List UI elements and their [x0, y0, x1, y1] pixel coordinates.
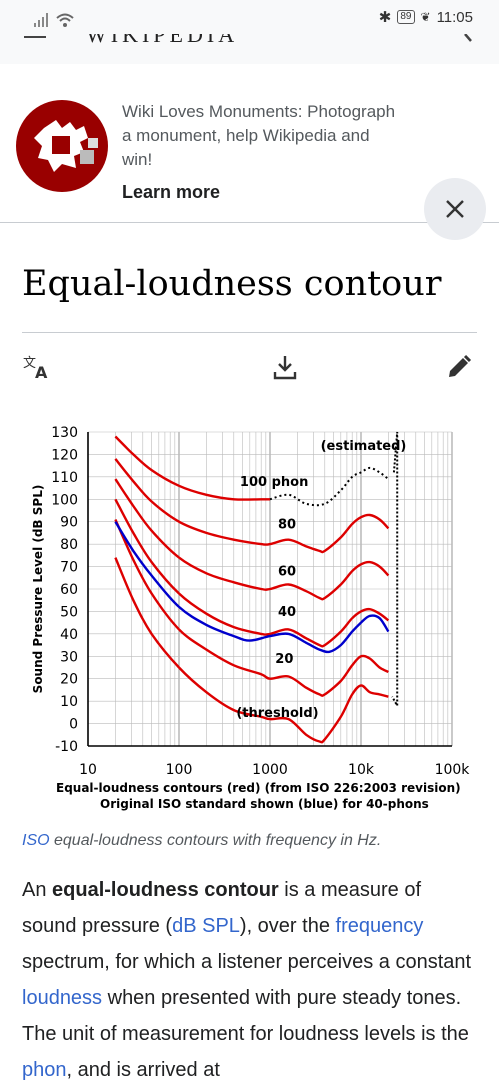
- close-icon: [446, 200, 464, 218]
- y-tick-label: 60: [60, 582, 78, 598]
- figure-caption: ISO equal-loudness contours with frequen…: [22, 832, 381, 850]
- para-text: when presented with pure steady tones. T…: [22, 987, 469, 1045]
- banner-message: Wiki Loves Monuments: Photograph a monum…: [122, 102, 396, 169]
- signal-wifi-indicators: [34, 9, 74, 27]
- wiki-loves-monuments-banner: Wiki Loves Monuments: Photograph a monum…: [0, 64, 499, 240]
- wifi-icon: [56, 13, 74, 27]
- para-text: , and is arrived at: [66, 1059, 220, 1081]
- x-tick-label: 1000: [252, 762, 288, 778]
- chart-figure[interactable]: 130 120 110 100 90 80 70 60 50 40 30 20 10 0 -10 10 100 1…: [22, 420, 478, 818]
- clock: 11:05: [436, 8, 473, 26]
- edit-icon: [449, 354, 472, 377]
- contour-label: 80: [278, 517, 296, 532]
- y-tick-label: 70: [60, 560, 78, 576]
- contour-line: [114, 458, 390, 554]
- download-icon: [273, 356, 297, 380]
- caption-text: equal-loudness contours with frequency i…: [49, 832, 382, 849]
- search-icon[interactable]: [463, 34, 473, 42]
- y-tick-label: 50: [60, 604, 78, 620]
- estimated-label: (estimated): [321, 439, 407, 454]
- y-tick-label: 0: [69, 717, 78, 733]
- x-axis-label: Equal-loudness contours (red) (from ISO …: [56, 781, 461, 795]
- x-tick-label: 10: [79, 762, 97, 778]
- contour-label: (threshold): [236, 706, 318, 721]
- para-text: spectrum, for which a listener perceives…: [22, 951, 472, 973]
- edit-button[interactable]: [444, 352, 474, 382]
- contour-label: 20: [275, 652, 293, 667]
- frequency-link[interactable]: frequency: [335, 915, 424, 937]
- wiki-loves-monuments-logo-icon: [16, 100, 108, 192]
- y-tick-label: 40: [60, 627, 78, 643]
- contour-label: 40: [278, 605, 296, 620]
- iso-original-40-phon-curve: [114, 521, 390, 654]
- estimated-boundary: [391, 431, 399, 710]
- y-tick-label: 110: [51, 470, 78, 486]
- menu-icon[interactable]: [24, 36, 46, 38]
- para-text: is a measure of sound pressure (: [22, 879, 422, 937]
- phon-link[interactable]: phon: [22, 1059, 67, 1081]
- status-bar: ✱ 89 ❦ 11:05: [0, 0, 499, 34]
- leaf-icon: ❦: [420, 10, 431, 24]
- y-tick-label: 120: [51, 447, 78, 463]
- estimated-contour: [269, 466, 390, 507]
- title-divider: [22, 332, 477, 333]
- bluetooth-icon: ✱: [378, 9, 392, 26]
- y-tick-label: 30: [60, 649, 78, 665]
- contour-line: [114, 478, 390, 601]
- iso-link[interactable]: ISO: [22, 832, 50, 849]
- learn-more-link[interactable]: Learn more: [122, 182, 221, 202]
- x-axis-label-2: Original ISO standard shown (blue) for 4…: [100, 797, 429, 811]
- signal-icon: [34, 13, 48, 27]
- contour-line: [114, 519, 389, 697]
- language-icon: 文 A: [23, 356, 48, 380]
- y-tick-label: 130: [51, 425, 78, 441]
- x-tick-label: 100: [166, 762, 193, 778]
- intro-paragraph: An equal-loudness contour is a measure o…: [22, 872, 477, 1088]
- y-tick-label: -10: [55, 739, 78, 755]
- para-text: An: [22, 879, 53, 901]
- banner-close-button[interactable]: [424, 178, 486, 240]
- contour-line: [114, 557, 389, 744]
- svg-text:A: A: [35, 363, 48, 380]
- battery-level: 89: [397, 10, 415, 24]
- y-tick-label: 10: [60, 694, 78, 710]
- contour-line: [114, 498, 390, 648]
- y-tick-label: 90: [60, 515, 78, 531]
- download-button[interactable]: [270, 352, 300, 382]
- y-tick-label: 20: [60, 672, 78, 688]
- contour-label: 100 phon: [240, 475, 308, 490]
- x-tick-label: 10k: [348, 762, 375, 778]
- para-text: ), over the: [239, 915, 336, 937]
- app-header: WIKIPEDIA: [0, 34, 499, 65]
- loudness-link[interactable]: loudness: [22, 987, 103, 1009]
- para-bold-term: equal-loudness contour: [52, 879, 279, 901]
- language-button[interactable]: 文 A: [22, 352, 52, 382]
- dbspl-link[interactable]: dB SPL: [172, 915, 240, 937]
- page-title: Equal-loudness contour: [22, 264, 442, 304]
- x-tick-label: 100k: [435, 762, 471, 778]
- y-axis-label: Sound Pressure Level (dB SPL): [31, 485, 45, 694]
- svg-text:文: 文: [23, 356, 36, 371]
- wikipedia-wordmark: WIKIPEDIA: [86, 34, 239, 47]
- contour-label: 60: [278, 565, 296, 580]
- y-tick-label: 100: [51, 492, 78, 508]
- y-tick-label: 80: [60, 537, 78, 553]
- contour-line: [114, 435, 270, 501]
